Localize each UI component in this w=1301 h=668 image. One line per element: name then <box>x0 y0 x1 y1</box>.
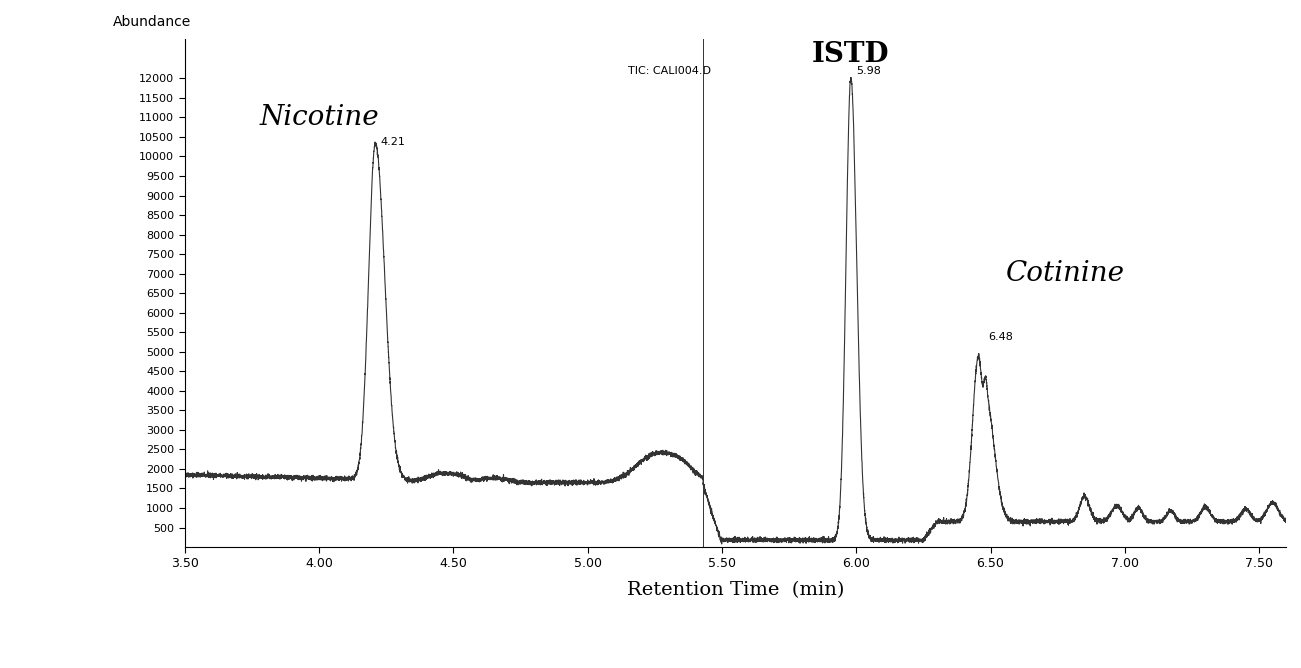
Text: Nicotine: Nicotine <box>259 104 379 131</box>
Text: 6.48: 6.48 <box>987 332 1012 342</box>
Text: ISTD: ISTD <box>812 41 890 68</box>
Text: Abundance: Abundance <box>113 15 191 29</box>
Text: 4.21: 4.21 <box>381 137 406 147</box>
Text: TIC: CALI004.D: TIC: CALI004.D <box>628 66 710 76</box>
Text: 5.98: 5.98 <box>856 66 881 76</box>
X-axis label: Retention Time  (min): Retention Time (min) <box>627 582 844 600</box>
Text: Cotinine: Cotinine <box>1006 261 1125 287</box>
